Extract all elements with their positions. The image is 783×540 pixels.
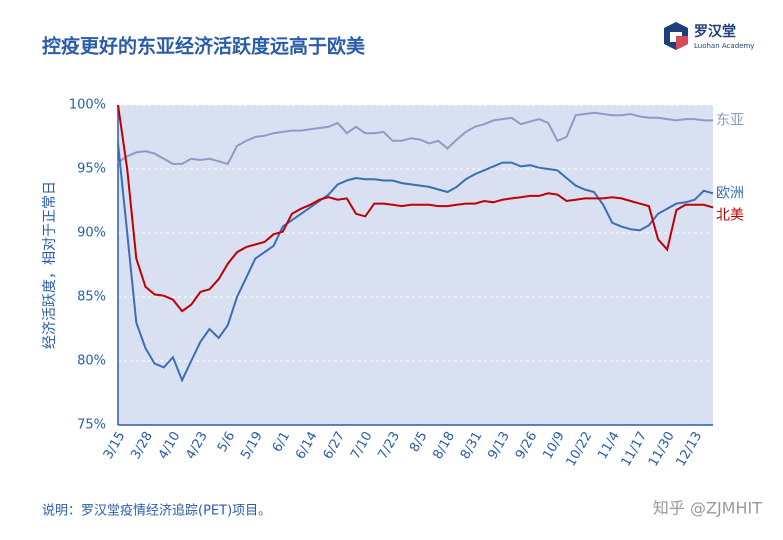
y-tick-label: 90% bbox=[77, 226, 106, 241]
y-tick-label: 95% bbox=[77, 162, 106, 177]
x-tick-label: 8/5 bbox=[407, 429, 430, 455]
x-tick-label: 11/4 bbox=[595, 429, 623, 462]
logo-subtitle: Luohan Academy bbox=[694, 42, 754, 50]
series-label: 北美 bbox=[716, 207, 744, 223]
plot-area bbox=[118, 105, 713, 425]
x-tick-label: 5/19 bbox=[238, 429, 266, 462]
series-line bbox=[117, 111, 713, 166]
x-tick-label: 12/13 bbox=[673, 429, 705, 469]
x-tick-label: 11/30 bbox=[646, 429, 678, 469]
series-label: 东亚 bbox=[716, 112, 744, 128]
watermark: 知乎 @ZJMHIT bbox=[653, 499, 762, 518]
x-tick-label: 8/18 bbox=[430, 429, 458, 462]
series-line bbox=[117, 143, 714, 383]
series-label: 欧洲 bbox=[716, 185, 744, 201]
x-tick-label: 4/10 bbox=[156, 429, 184, 462]
series-line bbox=[117, 104, 714, 313]
x-tick-label: 5/6 bbox=[215, 429, 238, 455]
y-tick-label: 80% bbox=[77, 354, 106, 369]
y-tick-label: 100% bbox=[69, 98, 106, 113]
x-tick-label: 6/27 bbox=[321, 429, 349, 462]
x-tick-label: 8/31 bbox=[458, 429, 486, 462]
x-tick-label: 3/28 bbox=[128, 429, 156, 462]
y-tick-label: 75% bbox=[77, 418, 106, 433]
x-tick-label: 10/9 bbox=[540, 429, 568, 462]
x-tick-label: 7/23 bbox=[376, 429, 404, 462]
x-tick-label: 4/23 bbox=[183, 429, 211, 462]
x-tick-label: 9/13 bbox=[485, 429, 513, 462]
x-tick-label: 3/15 bbox=[101, 429, 129, 462]
x-tick-label: 7/10 bbox=[348, 429, 376, 462]
x-tick-label: 6/14 bbox=[293, 429, 321, 462]
x-tick-label: 10/22 bbox=[564, 429, 596, 469]
logo-icon-accent bbox=[676, 36, 688, 50]
x-tick-label: 6/1 bbox=[270, 429, 293, 455]
y-tick-label: 85% bbox=[77, 290, 106, 305]
note: 说明：罗汉堂疫情经济追踪(PET)项目。 bbox=[42, 503, 271, 519]
logo: 罗汉堂 Luohan Academy bbox=[664, 22, 754, 50]
logo-name: 罗汉堂 bbox=[694, 23, 736, 40]
x-tick-label: 9/26 bbox=[513, 429, 541, 462]
y-axis-label: 经济活跃度，相对于正常日 bbox=[42, 181, 58, 349]
chart-title: 控疫更好的东亚经济活跃度远高于欧美 bbox=[42, 35, 366, 58]
x-tick-label: 11/17 bbox=[619, 429, 651, 469]
